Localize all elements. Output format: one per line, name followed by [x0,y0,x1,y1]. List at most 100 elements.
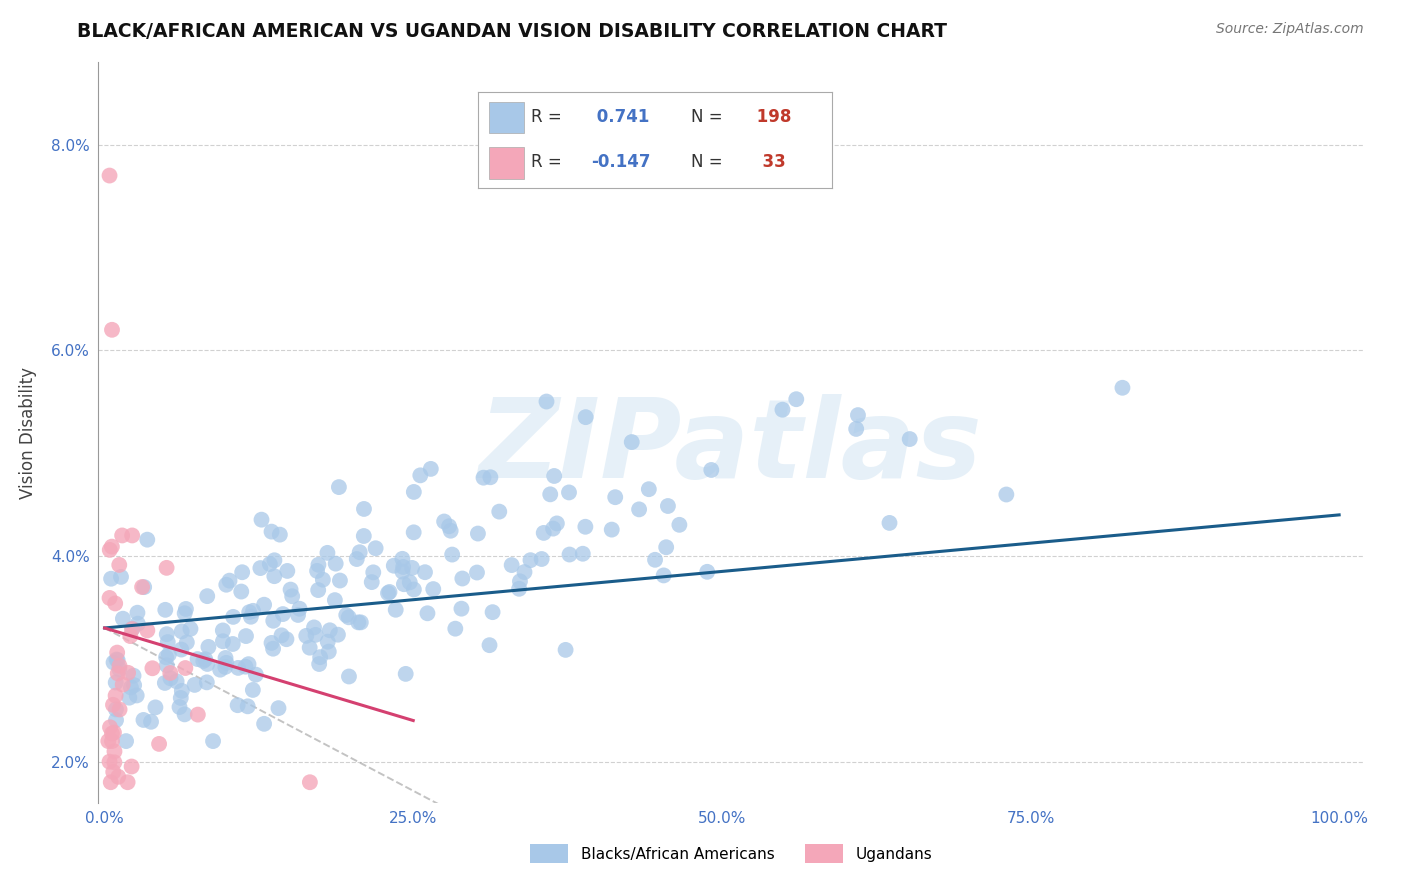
Point [263,553,285,567]
Point [98,720,121,734]
Point [156,627,179,641]
Point [121,622,143,636]
Point [337,669,360,683]
Point [179,622,201,636]
Point [101,323,124,337]
Point [329,574,352,588]
Point [772,402,794,417]
Point [541,522,564,536]
Point [270,628,292,642]
Point [571,547,593,561]
Point [125,689,148,703]
Point [318,644,340,658]
Point [105,652,128,666]
Point [652,568,675,582]
Point [263,569,285,583]
Point [238,605,260,619]
Point [211,624,233,638]
Y-axis label: Vision Disability: Vision Disability [20,367,38,499]
Point [280,582,302,597]
Point [316,546,339,560]
Point [479,470,502,484]
Point [170,642,193,657]
Point [136,533,159,547]
Point [384,603,406,617]
Point [309,650,332,665]
Point [441,548,464,562]
Point [118,690,141,705]
Point [628,502,651,516]
Point [212,634,235,648]
Point [197,640,219,654]
Point [700,463,723,477]
Point [107,653,129,667]
Point [215,656,238,670]
Point [347,615,370,630]
Point [105,713,128,727]
Point [253,716,276,731]
Point [176,635,198,649]
Point [879,516,901,530]
Point [478,638,501,652]
Point [536,394,558,409]
Point [238,657,260,672]
Point [236,699,259,714]
Point [117,775,139,789]
Point [222,610,245,624]
Point [451,572,474,586]
Point [101,726,124,740]
Point [546,516,568,531]
Point [276,564,298,578]
Point [298,640,321,655]
Point [307,558,329,572]
Point [235,629,257,643]
Point [538,487,561,501]
Point [174,602,197,616]
Point [402,582,425,597]
Point [287,607,309,622]
Point [262,641,284,656]
Point [153,676,176,690]
Point [513,565,536,579]
Point [169,700,191,714]
Point [214,651,236,665]
Point [215,578,238,592]
Point [148,737,170,751]
Text: BLACK/AFRICAN AMERICAN VS UGANDAN VISION DISABILITY CORRELATION CHART: BLACK/AFRICAN AMERICAN VS UGANDAN VISION… [77,22,948,41]
Point [467,526,489,541]
Point [103,744,125,758]
Point [533,525,555,540]
Point [558,485,581,500]
Point [134,580,156,594]
Point [402,525,425,540]
Point [108,558,131,572]
Point [319,624,342,638]
Point [141,661,163,675]
Point [295,629,318,643]
Point [194,652,217,666]
Point [101,698,124,712]
Point [136,624,159,638]
Point [170,690,193,705]
Point [239,609,262,624]
Point [121,622,143,636]
Point [422,582,444,596]
Point [131,580,153,594]
Point [298,775,321,789]
Point [323,593,346,607]
Point [202,734,225,748]
Point [307,583,329,598]
Point [195,675,218,690]
Point [209,663,232,677]
Point [395,666,418,681]
Point [328,480,350,494]
Point [156,658,179,673]
Point [121,759,143,773]
Point [139,714,162,729]
Point [574,520,596,534]
Point [558,548,581,562]
Point [104,597,127,611]
Point [696,565,718,579]
Point [245,667,267,681]
Point [103,756,125,770]
